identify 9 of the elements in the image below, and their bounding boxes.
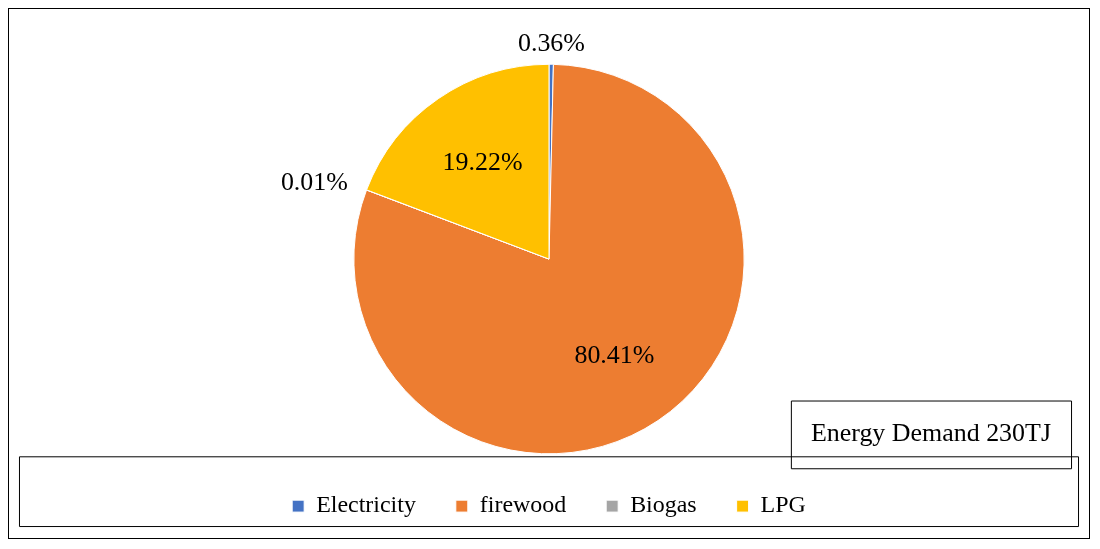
- legend-label: LPG: [760, 491, 806, 518]
- data-label: 19.22%: [442, 146, 523, 176]
- data-label: 80.41%: [574, 339, 655, 369]
- legend-label: Electricity: [316, 491, 416, 518]
- data-label: 0.36%: [517, 28, 585, 58]
- text: Energy Demand 230TJ: [810, 418, 1051, 448]
- legend-label: Biogas: [630, 491, 697, 518]
- legend-label: firewood: [479, 491, 567, 518]
- data-label: 0.01%: [280, 166, 348, 196]
